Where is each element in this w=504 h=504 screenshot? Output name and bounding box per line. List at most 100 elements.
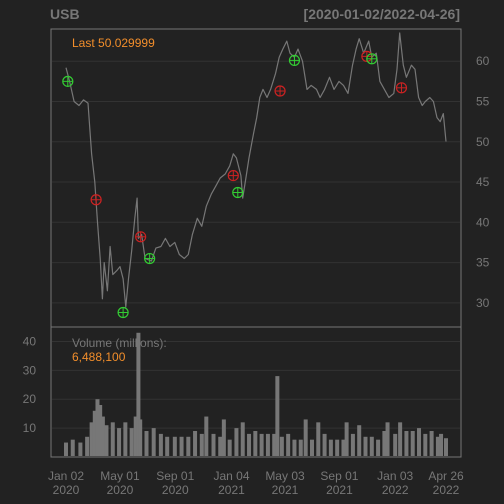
volume-y-tick-label: 10 xyxy=(23,421,37,435)
volume-bar xyxy=(410,431,415,456)
volume-bar xyxy=(279,436,284,456)
volume-panel-frame xyxy=(50,326,462,458)
volume-bar xyxy=(218,436,223,456)
volume-bar xyxy=(179,436,184,456)
price-y-tick-label: 40 xyxy=(476,215,490,229)
volume-bar xyxy=(439,433,444,456)
sell-marker xyxy=(90,194,102,206)
x-tick-label-year: 2021 xyxy=(272,483,299,497)
volume-bar xyxy=(398,422,403,456)
volume-bar xyxy=(393,433,398,456)
x-tick-label-year: 2022 xyxy=(433,483,460,497)
sell-marker xyxy=(135,231,147,243)
volume-bar xyxy=(286,433,291,456)
buy-marker xyxy=(366,53,378,65)
volume-bar xyxy=(186,436,191,456)
volume-bar xyxy=(265,433,270,456)
volume-bar xyxy=(64,442,68,456)
x-tick-label-year: 2020 xyxy=(53,483,80,497)
chart-title-range: [2020-01-02/2022-04-26] xyxy=(304,6,460,22)
volume-bar xyxy=(136,332,141,456)
volume-bar xyxy=(341,439,346,456)
volume-bar xyxy=(89,422,94,456)
price-y-tick-label: 55 xyxy=(476,94,490,108)
volume-bar xyxy=(344,422,349,456)
volume-bar xyxy=(199,433,204,456)
volume-bar xyxy=(382,431,387,456)
x-tick-label: May 01 xyxy=(100,469,140,483)
buy-marker xyxy=(62,75,74,87)
price-y-tick-label: 30 xyxy=(476,296,490,310)
volume-y-tick-label: 20 xyxy=(23,392,37,406)
volume-bar xyxy=(303,419,308,456)
volume-bar xyxy=(70,439,75,456)
price-y-tick-labels: 30 35 40 45 50 55 60 xyxy=(476,54,490,310)
volume-bar xyxy=(272,433,277,456)
x-tick-label-year: 2020 xyxy=(162,483,189,497)
volume-bar xyxy=(117,428,122,456)
volume-bar xyxy=(104,425,109,456)
volume-bar xyxy=(247,433,252,456)
volume-bar xyxy=(335,439,340,456)
x-tick-label: Jan 04 xyxy=(213,469,249,483)
volume-bar xyxy=(444,438,448,456)
volume-bar xyxy=(165,436,170,456)
chart-title-symbol: USB xyxy=(50,6,80,22)
volume-label: Volume (millions): xyxy=(72,336,167,350)
volume-bar xyxy=(100,416,105,456)
volume-bar xyxy=(363,436,368,456)
volume-bar xyxy=(275,376,280,456)
volume-bar xyxy=(328,439,333,456)
volume-bar xyxy=(98,405,103,456)
volume-bar xyxy=(298,439,303,456)
x-tick-label: Sep 01 xyxy=(320,469,358,483)
volume-bar xyxy=(369,436,374,456)
x-tick-label: Jan 02 xyxy=(48,469,84,483)
buy-marker xyxy=(117,306,129,319)
price-line-group xyxy=(65,32,447,308)
x-tick-label-year: 2021 xyxy=(326,483,353,497)
volume-value-label: 6,488,100 xyxy=(72,350,126,364)
price-grid xyxy=(52,60,460,304)
volume-bar xyxy=(417,428,422,456)
volume-bar xyxy=(227,439,232,456)
volume-bar xyxy=(204,416,209,456)
buy-marker xyxy=(232,186,244,199)
buy-marker xyxy=(144,252,156,265)
volume-bar xyxy=(429,431,434,456)
buy-marker xyxy=(288,54,301,67)
volume-bar xyxy=(404,431,409,456)
price-y-tick-label: 45 xyxy=(476,175,490,189)
x-tick-label: Sep 01 xyxy=(156,469,194,483)
volume-bar xyxy=(95,399,100,456)
sell-marker xyxy=(227,169,239,182)
volume-bar xyxy=(435,436,440,456)
volume-bar xyxy=(221,419,226,456)
volume-bar xyxy=(385,422,390,456)
sell-marker xyxy=(274,85,286,97)
volume-bar xyxy=(133,416,138,456)
volume-bar xyxy=(158,433,163,456)
last-price-label: Last 50.029999 xyxy=(72,36,155,50)
volume-y-tick-label: 40 xyxy=(23,334,37,348)
x-tick-label-year: 2022 xyxy=(382,483,409,497)
volume-bar xyxy=(85,436,90,456)
volume-bar xyxy=(350,433,355,456)
volume-y-tick-label: 30 xyxy=(23,363,37,377)
price-y-tick-label: 35 xyxy=(476,256,490,270)
x-tick-label-year: 2020 xyxy=(107,483,134,497)
x-tick-label-year: 2021 xyxy=(218,483,245,497)
volume-bar xyxy=(172,436,177,456)
volume-bar xyxy=(78,442,83,456)
volume-bar xyxy=(309,439,314,456)
volume-bar xyxy=(234,428,239,456)
x-tick-label: Jan 03 xyxy=(377,469,413,483)
volume-bars xyxy=(64,332,448,456)
volume-bar xyxy=(357,425,362,456)
volume-bar xyxy=(322,433,327,456)
volume-bar xyxy=(110,422,115,456)
